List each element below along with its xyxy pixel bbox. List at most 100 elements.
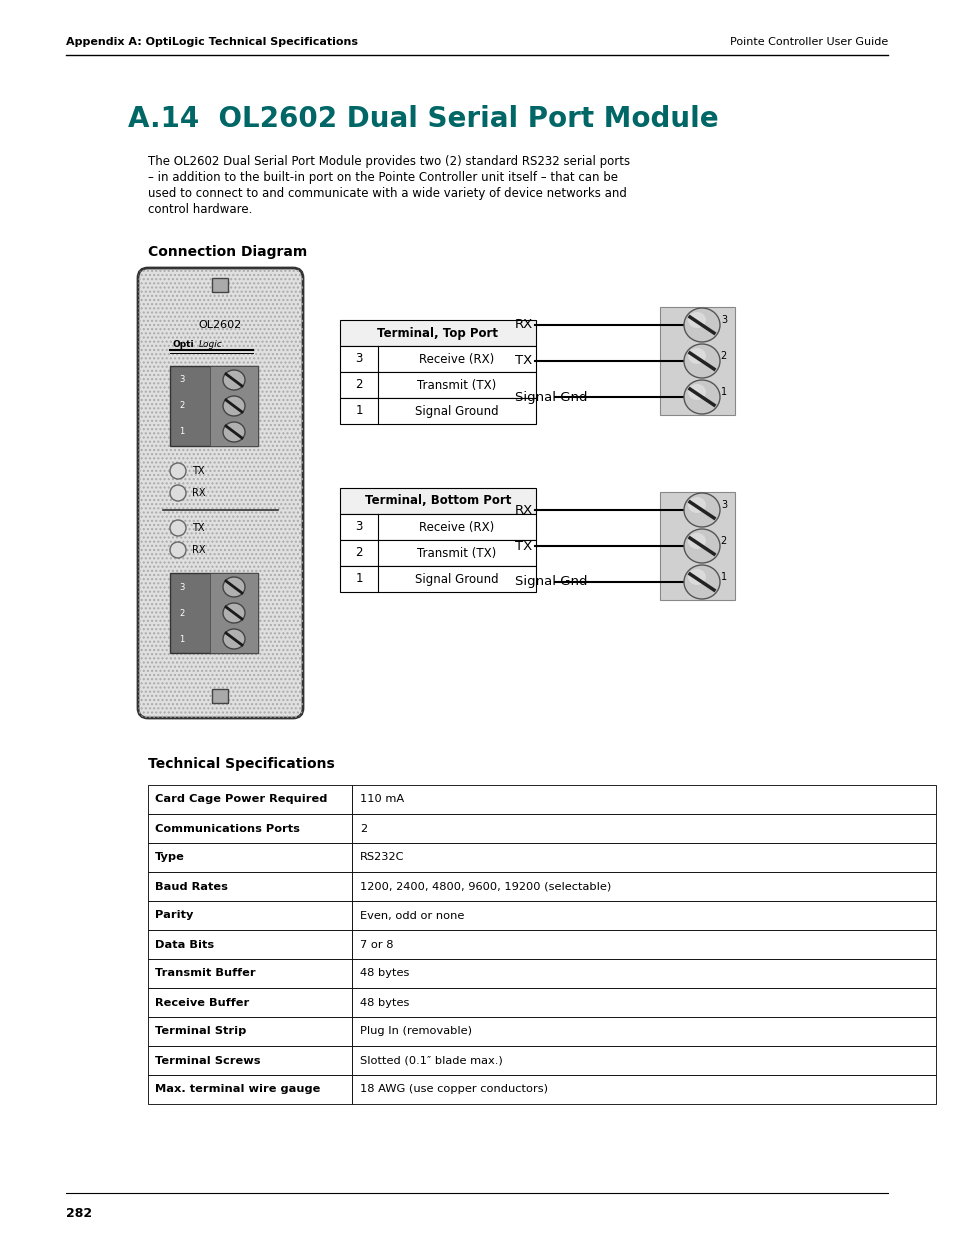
Bar bbox=[148, 1046, 352, 1074]
Text: Parity: Parity bbox=[154, 910, 193, 920]
Ellipse shape bbox=[683, 564, 720, 599]
Text: TX: TX bbox=[515, 354, 532, 368]
Text: 2: 2 bbox=[355, 378, 362, 391]
Text: 1200, 2400, 4800, 9600, 19200 (selectable): 1200, 2400, 4800, 9600, 19200 (selectabl… bbox=[359, 882, 611, 892]
Text: TX: TX bbox=[192, 466, 204, 475]
Bar bbox=[339, 514, 536, 540]
Bar bbox=[352, 960, 935, 988]
Ellipse shape bbox=[683, 529, 720, 563]
Bar bbox=[339, 488, 536, 514]
Bar bbox=[210, 366, 257, 446]
Text: 3: 3 bbox=[355, 352, 362, 366]
Text: Opti: Opti bbox=[172, 340, 194, 350]
Bar bbox=[148, 872, 352, 902]
Text: 1: 1 bbox=[720, 387, 726, 396]
Text: Appendix A: OptiLogic Technical Specifications: Appendix A: OptiLogic Technical Specific… bbox=[66, 37, 357, 47]
Text: Type: Type bbox=[154, 852, 185, 862]
Text: Terminal Screws: Terminal Screws bbox=[154, 1056, 260, 1066]
Text: 1: 1 bbox=[179, 635, 185, 643]
Ellipse shape bbox=[683, 493, 720, 527]
Bar bbox=[148, 785, 352, 814]
Bar bbox=[352, 1046, 935, 1074]
Ellipse shape bbox=[223, 629, 245, 650]
Text: 48 bytes: 48 bytes bbox=[359, 968, 409, 978]
Text: A.14  OL2602 Dual Serial Port Module: A.14 OL2602 Dual Serial Port Module bbox=[128, 105, 718, 133]
Text: Connection Diagram: Connection Diagram bbox=[148, 245, 307, 259]
Text: Signal Ground: Signal Ground bbox=[415, 405, 498, 417]
Text: Terminal Strip: Terminal Strip bbox=[154, 1026, 246, 1036]
Text: 2: 2 bbox=[720, 536, 726, 546]
Bar bbox=[339, 320, 536, 346]
Text: 1: 1 bbox=[355, 405, 362, 417]
Text: RX: RX bbox=[192, 545, 205, 555]
Bar bbox=[352, 902, 935, 930]
Text: – in addition to the built-in port on the Pointe Controller unit itself – that c: – in addition to the built-in port on th… bbox=[148, 170, 618, 184]
Text: Signal Gnd: Signal Gnd bbox=[515, 390, 587, 404]
Text: Even, odd or none: Even, odd or none bbox=[359, 910, 464, 920]
Bar bbox=[170, 366, 257, 446]
Ellipse shape bbox=[687, 534, 705, 550]
Text: 3: 3 bbox=[720, 500, 726, 510]
Circle shape bbox=[170, 485, 186, 501]
Text: Transmit (TX): Transmit (TX) bbox=[416, 378, 497, 391]
Text: 1: 1 bbox=[355, 573, 362, 585]
Text: Terminal, Top Port: Terminal, Top Port bbox=[377, 326, 498, 340]
Bar bbox=[212, 689, 228, 703]
Text: RX: RX bbox=[515, 504, 533, 516]
Text: 3: 3 bbox=[179, 375, 185, 384]
Bar bbox=[352, 988, 935, 1016]
Ellipse shape bbox=[223, 396, 245, 416]
Text: 282: 282 bbox=[66, 1207, 92, 1220]
Text: Signal Ground: Signal Ground bbox=[415, 573, 498, 585]
Text: Transmit (TX): Transmit (TX) bbox=[416, 547, 497, 559]
Bar bbox=[148, 1074, 352, 1104]
Bar bbox=[148, 844, 352, 872]
Text: Receive (RX): Receive (RX) bbox=[419, 352, 494, 366]
Text: 48 bytes: 48 bytes bbox=[359, 998, 409, 1008]
Bar bbox=[339, 398, 536, 424]
Bar bbox=[148, 902, 352, 930]
Text: 3: 3 bbox=[179, 583, 185, 592]
Bar bbox=[339, 540, 536, 566]
Ellipse shape bbox=[687, 348, 705, 364]
Text: 2: 2 bbox=[355, 547, 362, 559]
Text: Technical Specifications: Technical Specifications bbox=[148, 757, 335, 771]
Text: RX: RX bbox=[192, 488, 205, 498]
Text: RS232C: RS232C bbox=[359, 852, 404, 862]
Text: Pointe Controller User Guide: Pointe Controller User Guide bbox=[729, 37, 887, 47]
Bar bbox=[352, 1016, 935, 1046]
Text: 18 AWG (use copper conductors): 18 AWG (use copper conductors) bbox=[359, 1084, 547, 1094]
Bar bbox=[148, 1016, 352, 1046]
Text: Transmit Buffer: Transmit Buffer bbox=[154, 968, 255, 978]
Text: 2: 2 bbox=[179, 401, 185, 410]
Bar bbox=[210, 573, 257, 653]
Text: 3: 3 bbox=[720, 315, 726, 325]
Text: The OL2602 Dual Serial Port Module provides two (2) standard RS232 serial ports: The OL2602 Dual Serial Port Module provi… bbox=[148, 156, 630, 168]
Text: Baud Rates: Baud Rates bbox=[154, 882, 228, 892]
Bar bbox=[339, 346, 536, 372]
Text: Slotted (0.1″ blade max.): Slotted (0.1″ blade max.) bbox=[359, 1056, 502, 1066]
Text: 1: 1 bbox=[179, 427, 185, 436]
Bar bbox=[659, 492, 734, 600]
Circle shape bbox=[170, 463, 186, 479]
Text: Terminal, Bottom Port: Terminal, Bottom Port bbox=[364, 494, 511, 508]
Text: Plug In (removable): Plug In (removable) bbox=[359, 1026, 472, 1036]
Text: 2: 2 bbox=[179, 609, 185, 618]
Ellipse shape bbox=[223, 422, 245, 442]
Text: 3: 3 bbox=[355, 520, 362, 534]
Bar bbox=[352, 814, 935, 844]
Circle shape bbox=[170, 520, 186, 536]
Bar bbox=[352, 872, 935, 902]
Text: 1: 1 bbox=[720, 572, 726, 582]
Text: control hardware.: control hardware. bbox=[148, 203, 253, 216]
Bar bbox=[352, 844, 935, 872]
Bar bbox=[148, 930, 352, 960]
Bar bbox=[170, 573, 257, 653]
Text: Receive (RX): Receive (RX) bbox=[419, 520, 494, 534]
Ellipse shape bbox=[687, 312, 705, 329]
Ellipse shape bbox=[683, 308, 720, 342]
Bar bbox=[148, 960, 352, 988]
Text: TX: TX bbox=[192, 522, 204, 534]
Bar bbox=[148, 988, 352, 1016]
Bar bbox=[352, 785, 935, 814]
